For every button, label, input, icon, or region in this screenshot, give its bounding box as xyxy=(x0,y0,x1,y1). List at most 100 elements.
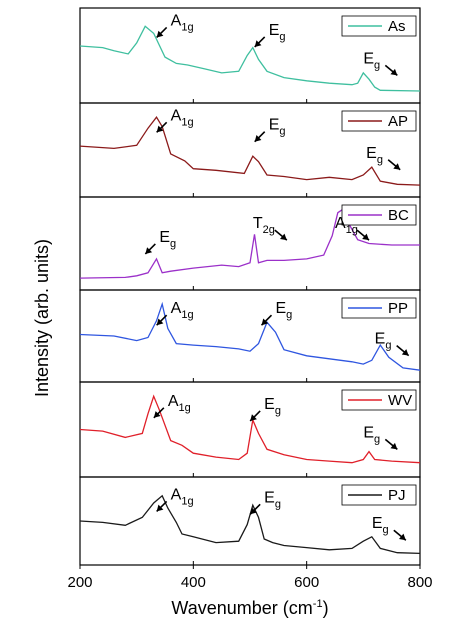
peak-label-sub: 1g xyxy=(181,495,193,507)
peak-arrow-head xyxy=(401,349,409,356)
peak-label: Eg xyxy=(363,50,380,71)
peak-label-main: A xyxy=(171,486,182,503)
x-axis-title-main: Wavenumber (cm xyxy=(171,598,312,618)
peak-label-main: A xyxy=(171,12,182,29)
spectrum-line-ap xyxy=(79,116,421,186)
x-tick-label: 800 xyxy=(407,574,432,591)
peak-label-sub: 2g xyxy=(263,224,275,236)
peak-label-main: E xyxy=(264,489,275,506)
peak-label-main: E xyxy=(366,145,377,162)
peak-label-sub: g xyxy=(385,340,391,352)
peak-label: A1g xyxy=(171,107,194,128)
peak-label-sub: 1g xyxy=(181,116,193,128)
peak-label: Eg xyxy=(269,117,286,138)
peak-arrow-head xyxy=(153,411,161,418)
peak-label-sub: g xyxy=(279,126,285,138)
peak-arrow-head xyxy=(254,40,262,47)
x-axis-ticks: 200 400 600 800 xyxy=(67,565,433,591)
peak-arrow-head xyxy=(250,414,257,421)
peak-label: Eg xyxy=(269,22,286,43)
peak-arrow-head xyxy=(156,30,164,38)
peak-arrow-head xyxy=(145,247,153,254)
peak-label-main: A xyxy=(171,107,182,124)
peak-arrow-head xyxy=(390,442,398,450)
peak-label: A1g xyxy=(171,486,194,507)
peak-label: Eg xyxy=(375,331,392,352)
spectrum-line-wv xyxy=(79,394,421,464)
peak-label: A1g xyxy=(335,215,358,236)
peak-label-main: T xyxy=(253,215,263,232)
peak-label: Eg xyxy=(363,424,380,445)
legend-label: BC xyxy=(388,207,409,224)
peak-arrow-head xyxy=(156,504,164,512)
peak-label: T2g xyxy=(253,215,275,236)
peak-label: A1g xyxy=(171,12,194,33)
peak-label-main: E xyxy=(276,300,287,317)
peak-label-main: E xyxy=(372,515,383,532)
peak-label-main: E xyxy=(159,229,170,246)
spectrum-line-pp xyxy=(79,301,421,371)
peak-arrow-head xyxy=(250,507,257,515)
panel-bc: BC Eg T2g A1g xyxy=(79,196,421,291)
peak-label: A1g xyxy=(168,393,191,414)
peak-label-main: A xyxy=(335,215,346,232)
peak-label: A1g xyxy=(171,300,194,321)
peak-label: Eg xyxy=(159,229,176,250)
peak-arrow-head xyxy=(254,135,262,142)
peak-label-sub: g xyxy=(275,405,281,417)
legend-label: As xyxy=(388,18,406,35)
legend-label: PP xyxy=(388,300,408,317)
y-axis-title: Intensity (arb. units) xyxy=(32,239,52,397)
peak-label-sub: g xyxy=(383,524,389,536)
peak-arrow-head xyxy=(398,533,406,541)
peak-label: Eg xyxy=(264,396,281,417)
peak-label-main: A xyxy=(171,300,182,317)
peak-label-main: E xyxy=(363,424,374,441)
x-axis-title-sup: -1 xyxy=(313,598,323,610)
peak-label-sub: g xyxy=(286,309,292,321)
peak-label-sub: 1g xyxy=(181,21,193,33)
peak-label: Eg xyxy=(276,300,293,321)
peak-label-sub: g xyxy=(279,31,285,43)
peak-label-main: E xyxy=(269,117,280,134)
peak-arrow-head xyxy=(261,318,269,326)
x-tick-label: 200 xyxy=(67,574,92,591)
x-axis-title-close: ) xyxy=(323,598,329,618)
legend-label: PJ xyxy=(388,487,406,504)
peak-arrow-head xyxy=(156,125,164,133)
peak-label-sub: 1g xyxy=(181,309,193,321)
peak-label-main: A xyxy=(168,393,179,410)
peak-arrow-head xyxy=(156,318,164,326)
legend-label: AP xyxy=(388,113,408,130)
spectrum-line-as xyxy=(79,25,421,92)
peak-label-sub: g xyxy=(374,433,380,445)
peak-arrow-head xyxy=(393,163,401,170)
peak-label-sub: g xyxy=(377,154,383,166)
peak-label-sub: g xyxy=(275,498,281,510)
peak-label-sub: g xyxy=(374,59,380,71)
legend-label: WV xyxy=(388,392,412,409)
peak-label-main: E xyxy=(363,50,374,67)
peak-label-main: E xyxy=(264,396,275,413)
peak-arrow-head xyxy=(390,68,398,76)
peak-label-main: E xyxy=(375,331,386,348)
peak-label: Eg xyxy=(366,145,383,166)
peak-label: Eg xyxy=(372,515,389,536)
peak-label-sub: 1g xyxy=(179,402,191,414)
peak-arrow-head xyxy=(279,233,287,241)
peak-label: Eg xyxy=(264,489,281,510)
x-tick-label: 400 xyxy=(181,574,206,591)
spectrum-line-pj xyxy=(79,494,421,555)
x-tick-label: 600 xyxy=(294,574,319,591)
peak-arrow-head xyxy=(362,233,369,241)
peak-label-sub: g xyxy=(170,238,176,250)
peak-label-sub: 1g xyxy=(346,224,358,236)
peak-label-main: E xyxy=(269,22,280,39)
